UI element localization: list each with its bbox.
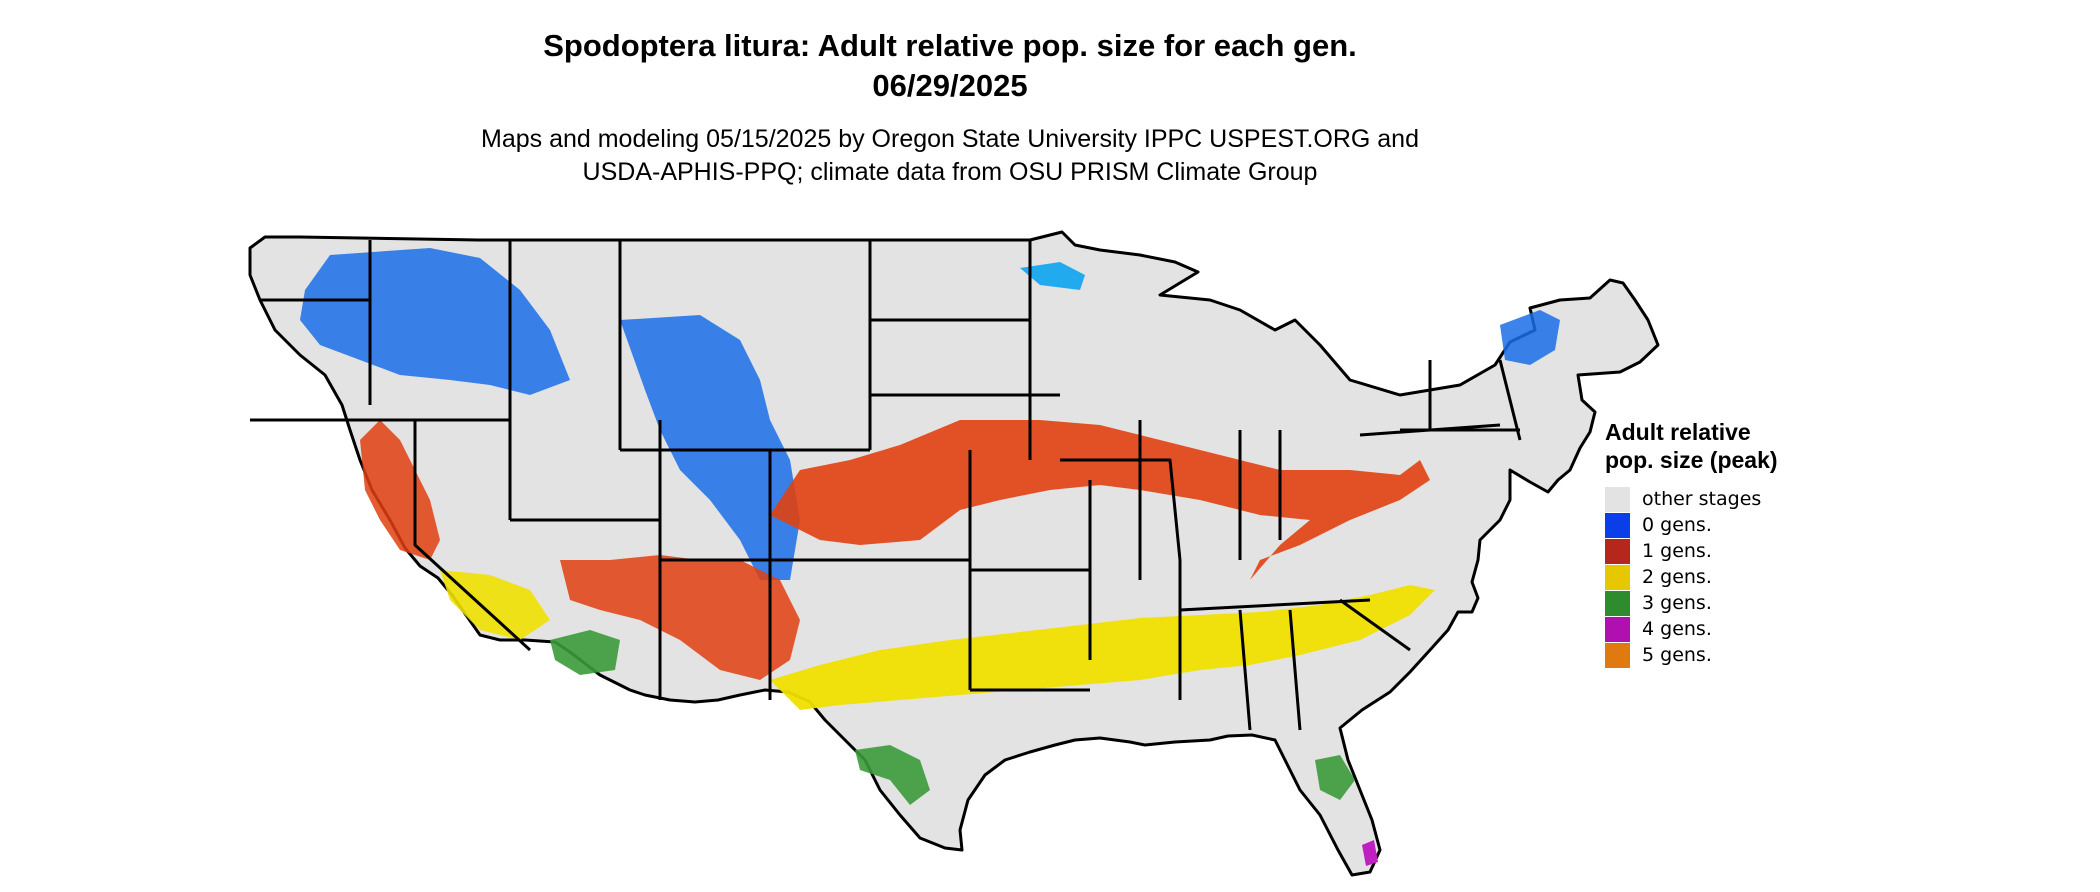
map-overlays: [300, 248, 1560, 866]
legend-item: 1 gens.: [1605, 538, 1805, 564]
legend-item: 4 gens.: [1605, 616, 1805, 642]
legend-item: 0 gens.: [1605, 512, 1805, 538]
zone-1-gen-midwest-band: [770, 420, 1430, 580]
legend-label: 4 gens.: [1642, 618, 1712, 640]
zone-3-gens-texas-gulf: [855, 745, 930, 805]
legend-swatch: [1605, 616, 1630, 642]
map-legend: Adult relative pop. size (peak) other st…: [1605, 418, 1805, 668]
legend-swatch: [1605, 564, 1630, 590]
zone-0-gens-great-lakes: [1020, 262, 1085, 290]
legend-title: Adult relative pop. size (peak): [1605, 419, 1778, 473]
zone-0-gens-northwest: [300, 248, 570, 395]
zone-2-gens-south-band: [770, 585, 1435, 710]
legend-swatch: [1605, 590, 1630, 616]
legend-swatch: [1605, 512, 1630, 538]
legend-items: other stages 0 gens. 1 gens. 2 gens. 3 gens.…: [1605, 486, 1805, 668]
map-subtitle-line1: Maps and modeling 05/15/2025 by Oregon S…: [481, 125, 1419, 153]
legend-label: 2 gens.: [1642, 566, 1712, 588]
map-title-line1: Spodoptera litura: Adult relative pop. s…: [543, 28, 1357, 63]
legend-swatch: [1605, 642, 1630, 668]
zone-0-gens-maine: [1500, 310, 1560, 365]
map-subtitle-line2: USDA-APHIS-PPQ; climate data from OSU PR…: [582, 158, 1318, 186]
state-borders: [250, 240, 1522, 731]
zone-2-gens-west: [440, 570, 550, 640]
legend-item: 2 gens.: [1605, 564, 1805, 590]
legend-label: 1 gens.: [1642, 540, 1712, 562]
zone-3-gens-arizona: [550, 630, 620, 675]
legend-item: 3 gens.: [1605, 590, 1805, 616]
legend-label: 3 gens.: [1642, 592, 1712, 614]
legend-swatch: [1605, 486, 1630, 512]
legend-label: other stages: [1642, 488, 1762, 510]
legend-swatch: [1605, 538, 1630, 564]
legend-label: 0 gens.: [1642, 514, 1712, 536]
map-title-line2: 06/29/2025: [872, 68, 1028, 103]
zone-1-gen-southwest: [560, 555, 800, 680]
zone-1-gen-west: [360, 420, 440, 560]
zone-3-gens-florida: [1315, 755, 1355, 800]
zone-0-gens-rockies: [620, 315, 800, 580]
legend-label: 5 gens.: [1642, 644, 1712, 666]
legend-item: 5 gens.: [1605, 642, 1805, 668]
zone-4-gens-south-florida: [1362, 840, 1378, 866]
legend-item: other stages: [1605, 486, 1805, 512]
